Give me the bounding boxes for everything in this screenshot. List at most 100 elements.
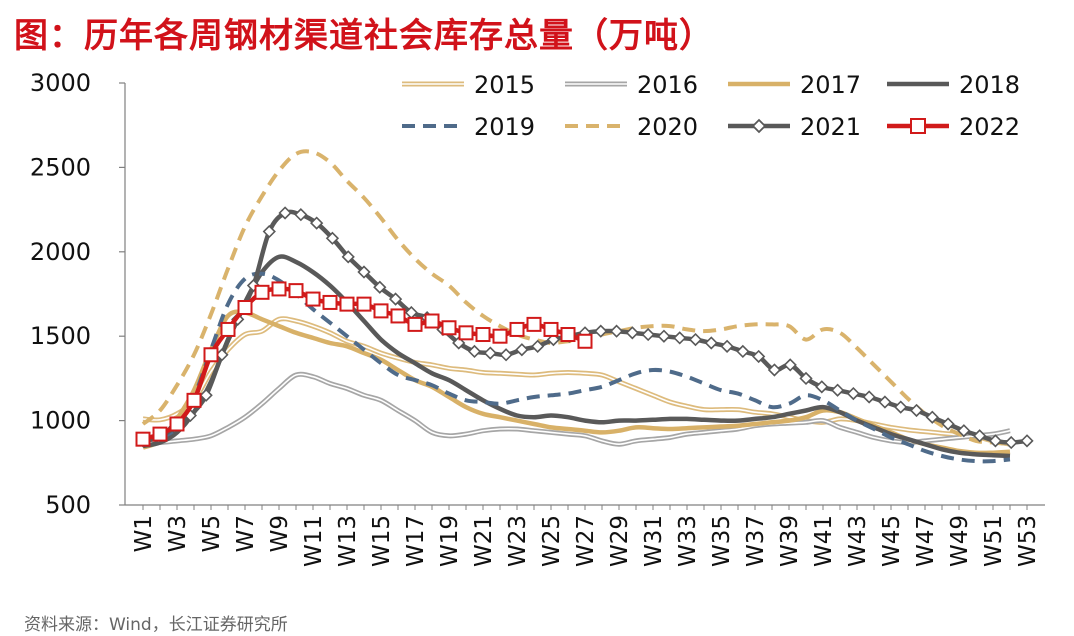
point-2021: [325, 231, 340, 245]
point-2021: [310, 216, 324, 230]
series-layer: [135, 149, 1034, 464]
legend: 2015 2016 2017 2018 2019 2020 2021 2022: [402, 71, 1020, 141]
point-2022: [475, 327, 491, 343]
point-2021: [388, 292, 403, 306]
legend-marker: [751, 118, 767, 134]
source-note: 资料来源：Wind，长江证券研究所: [24, 615, 288, 635]
y-tick-label: 3000: [30, 69, 91, 97]
point-2021: [294, 208, 308, 222]
point-2021: [688, 332, 703, 347]
point-2022: [152, 426, 168, 442]
point-2021: [752, 349, 766, 364]
x-tick-label: W27: [573, 515, 599, 567]
point-2021: [278, 206, 292, 220]
point-2022: [169, 416, 185, 432]
point-2022: [186, 392, 202, 408]
point-2021: [594, 324, 608, 338]
legend-item-2018: 2018: [887, 71, 1020, 99]
point-2021: [830, 383, 845, 397]
legend-item-2019: 2019: [402, 113, 535, 141]
series-line-2019: [142, 271, 1011, 464]
point-2021: [973, 429, 987, 443]
y-tick-label: 2500: [30, 153, 91, 181]
point-2022: [305, 291, 321, 307]
point-2022: [322, 294, 338, 310]
point-2022: [424, 313, 440, 329]
point-2021: [373, 280, 387, 294]
legend-label: 2020: [637, 113, 698, 141]
point-2021: [957, 424, 971, 438]
legend-label: 2021: [800, 113, 861, 141]
x-tick-label: W29: [607, 515, 633, 567]
point-2021: [720, 339, 734, 353]
point-2021: [641, 327, 655, 342]
legend-label: 2017: [800, 71, 861, 99]
x-tick-label: W49: [947, 515, 973, 567]
legend-item-2020: 2020: [565, 113, 698, 141]
point-2022: [526, 316, 542, 332]
y-tick-label: 1500: [30, 322, 91, 350]
point-2021: [483, 346, 497, 360]
point-2021: [909, 403, 924, 418]
series-2020: [141, 149, 1011, 447]
axes: 500 1000 1500 2000 2500 3000 W1 W3 W5 W7 W9 W11 W13 W…: [30, 69, 1045, 567]
point-2022: [135, 431, 151, 447]
point-2021: [736, 344, 750, 359]
point-2021: [1020, 434, 1034, 448]
legend-item-2021: 2021: [728, 113, 861, 141]
point-2021: [862, 390, 876, 404]
x-tick-label: W43: [845, 515, 871, 567]
point-2022: [390, 308, 406, 324]
point-2021: [988, 434, 1003, 448]
point-2021: [767, 363, 782, 377]
point-2021: [673, 331, 687, 345]
point-2021: [357, 265, 371, 279]
series-line-2016: [142, 371, 1011, 447]
legend-item-2015: 2015: [402, 71, 535, 99]
x-tick-label: W1: [131, 515, 157, 552]
legend-label: 2019: [474, 113, 535, 141]
point-2022: [373, 303, 389, 319]
point-2022: [237, 300, 253, 316]
legend-item-2017: 2017: [728, 71, 861, 99]
x-tick-label: W7: [233, 515, 259, 552]
point-2021: [894, 400, 908, 414]
point-2021: [515, 343, 529, 357]
x-tick-label: W21: [471, 515, 497, 567]
point-2022: [203, 347, 219, 363]
point-2021: [467, 344, 482, 359]
legend-label: 2022: [959, 113, 1020, 141]
legend-label: 2018: [959, 71, 1020, 99]
point-2021: [1004, 435, 1018, 450]
legend-label: 2016: [637, 71, 698, 99]
point-2021: [262, 224, 276, 239]
point-2022: [577, 333, 593, 349]
y-tick-label: 2000: [30, 238, 91, 266]
x-tick-label: W39: [777, 515, 803, 567]
legend-label: 2015: [474, 71, 535, 99]
x-tick-label: W17: [403, 515, 429, 567]
x-tick-label: W5: [199, 515, 225, 552]
series-2021: [136, 206, 1034, 450]
point-2021: [625, 326, 639, 340]
y-tick-label: 500: [45, 491, 91, 519]
point-2021: [925, 410, 939, 424]
point-2021: [531, 339, 545, 353]
x-tick-label: W3: [165, 515, 191, 552]
point-2022: [509, 321, 525, 337]
point-2021: [783, 358, 797, 372]
x-tick-label: W53: [1015, 515, 1041, 567]
point-2022: [458, 325, 474, 341]
series-line-2020: [141, 149, 1011, 447]
point-2022: [288, 283, 304, 299]
x-tick-label: W11: [301, 515, 327, 567]
point-2021: [704, 336, 718, 350]
x-tick-label: W23: [505, 515, 531, 567]
point-2021: [341, 250, 355, 264]
point-2021: [657, 329, 671, 343]
x-tick-label: W9: [267, 515, 293, 552]
x-tick-label: W37: [743, 515, 769, 567]
x-tick-label: W33: [675, 515, 701, 567]
point-2022: [543, 321, 559, 337]
